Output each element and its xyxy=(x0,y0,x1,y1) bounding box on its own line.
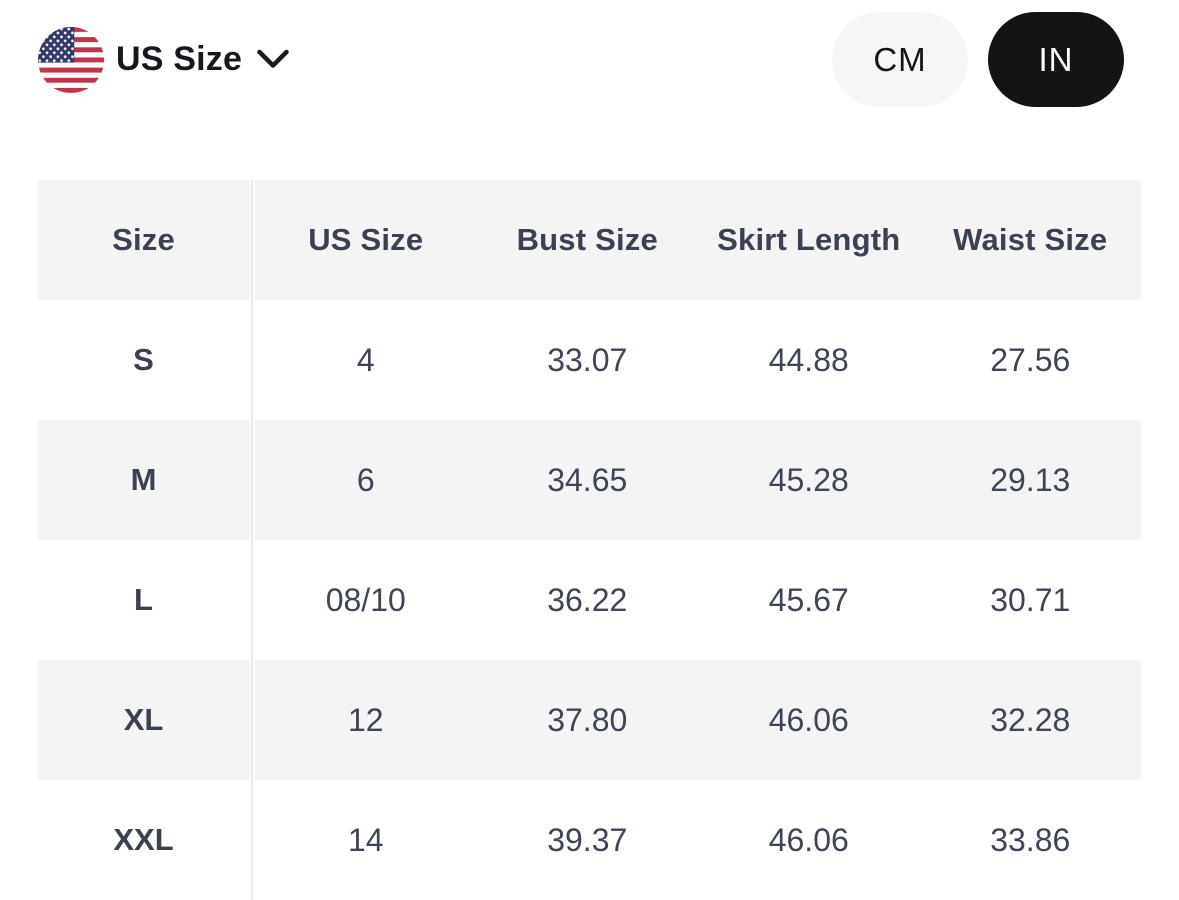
waist-size-cell: 29.13 xyxy=(919,420,1141,540)
column-header-waist-size: Waist Size xyxy=(919,180,1141,300)
bust-size-cell: 36.22 xyxy=(476,540,698,660)
table-header-row: Size US Size Bust Size Skirt Length Wais… xyxy=(37,180,1141,300)
bust-size-cell: 39.37 xyxy=(476,780,698,900)
size-cell: XXL xyxy=(37,780,250,900)
us-size-cell: 14 xyxy=(255,780,477,900)
waist-size-cell: 32.28 xyxy=(919,660,1141,780)
column-header-size: Size xyxy=(37,180,250,300)
bust-size-cell: 37.80 xyxy=(476,660,698,780)
skirt-length-cell: 44.88 xyxy=(698,300,920,420)
size-cell: S xyxy=(37,300,250,420)
size-standard-selector[interactable]: US Size xyxy=(38,12,290,107)
skirt-length-cell: 46.06 xyxy=(698,660,920,780)
size-chart-table: Size US Size Bust Size Skirt Length Wais… xyxy=(37,180,1141,900)
size-cell: M xyxy=(37,420,250,540)
us-size-cell: 08/10 xyxy=(255,540,477,660)
us-size-cell: 4 xyxy=(255,300,477,420)
table-row-m: M 6 34.65 45.28 29.13 xyxy=(37,420,1141,540)
size-standard-label: US Size xyxy=(116,40,243,78)
table-row-xl: XL 12 37.80 46.06 32.28 xyxy=(37,660,1141,780)
us-size-cell: 6 xyxy=(255,420,477,540)
size-cell: L xyxy=(37,540,250,660)
column-divider xyxy=(250,300,255,420)
chevron-down-icon xyxy=(256,48,290,75)
skirt-length-cell: 45.28 xyxy=(698,420,920,540)
column-divider xyxy=(250,660,255,780)
cm-button[interactable]: CM xyxy=(832,12,968,107)
in-button[interactable]: IN xyxy=(988,12,1124,107)
column-divider xyxy=(250,180,255,300)
bust-size-cell: 33.07 xyxy=(476,300,698,420)
column-header-skirt-length: Skirt Length xyxy=(698,180,920,300)
unit-toggle: CM IN xyxy=(832,12,1124,107)
column-divider xyxy=(250,420,255,540)
waist-size-cell: 33.86 xyxy=(919,780,1141,900)
column-divider xyxy=(250,540,255,660)
waist-size-cell: 27.56 xyxy=(919,300,1141,420)
column-divider xyxy=(250,780,255,900)
size-cell: XL xyxy=(37,660,250,780)
bust-size-cell: 34.65 xyxy=(476,420,698,540)
us-size-cell: 12 xyxy=(255,660,477,780)
table-row-s: S 4 33.07 44.88 27.56 xyxy=(37,300,1141,420)
column-header-us-size: US Size xyxy=(255,180,477,300)
column-header-bust-size: Bust Size xyxy=(476,180,698,300)
skirt-length-cell: 46.06 xyxy=(698,780,920,900)
table-row-l: L 08/10 36.22 45.67 30.71 xyxy=(37,540,1141,660)
table-row-xxl: XXL 14 39.37 46.06 33.86 xyxy=(37,780,1141,900)
waist-size-cell: 30.71 xyxy=(919,540,1141,660)
skirt-length-cell: 45.67 xyxy=(698,540,920,660)
us-flag-icon xyxy=(38,26,104,93)
